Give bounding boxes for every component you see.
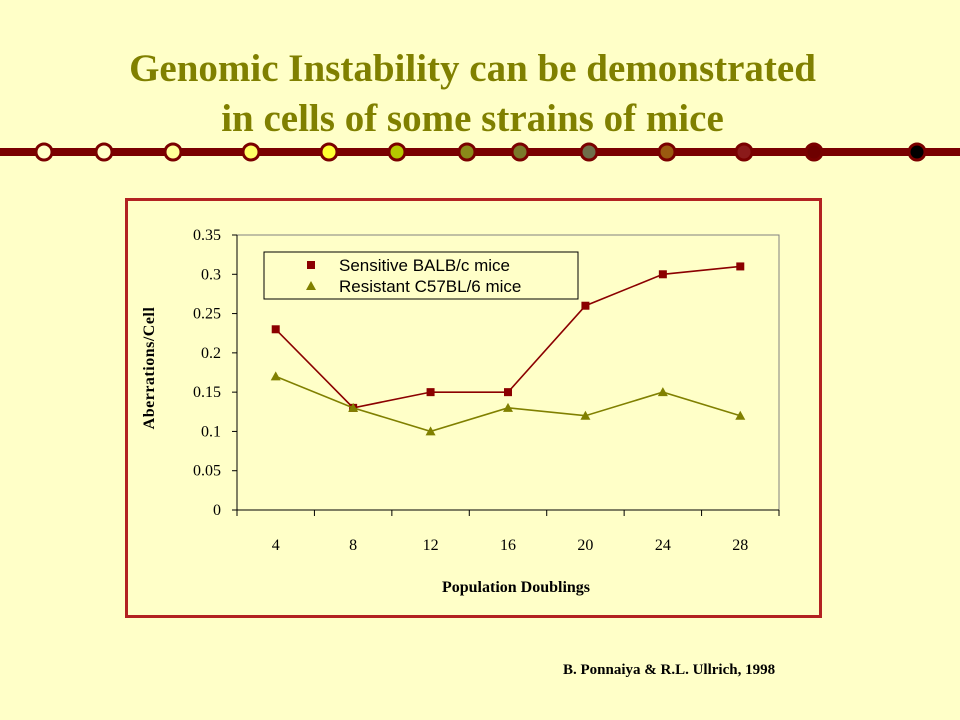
rule-dot (319, 142, 339, 162)
data-point-square (271, 325, 280, 334)
y-tick-label: 0 (213, 502, 221, 519)
data-point-triangle (735, 410, 746, 420)
data-point-square (736, 262, 745, 271)
citation: B. Ponnaiya & R.L. Ullrich, 1998 (563, 662, 776, 678)
rule-dot (241, 142, 261, 162)
x-tick-label: 20 (577, 537, 593, 554)
y-tick-label: 0.2 (201, 345, 221, 362)
data-point-triangle (503, 402, 513, 412)
y-tick-label: 0.3 (201, 266, 221, 283)
x-tick-label: 24 (655, 537, 671, 554)
y-tick-label: 0.15 (193, 384, 221, 401)
data-point-square (504, 388, 512, 397)
legend-label: Resistant C57BL/6 mice (339, 277, 521, 296)
data-point-triangle (580, 410, 591, 420)
rule-dot (457, 142, 477, 162)
data-point-square (658, 270, 667, 279)
x-axis-label: Population Doublings (442, 579, 590, 596)
legend-box (263, 251, 579, 300)
decorative-dot-rule (0, 142, 960, 162)
title-line-2: in cells of some strains of mice (221, 97, 724, 140)
data-point-triangle (270, 371, 281, 381)
slide-title: Genomic Instability can be demonstrated … (0, 44, 945, 144)
data-point-triangle (425, 426, 436, 436)
data-point-square (426, 388, 435, 397)
x-tick-label: 4 (272, 537, 280, 554)
rule-dot (387, 142, 407, 162)
x-tick-label: 8 (349, 537, 357, 554)
y-tick-label: 0.25 (193, 306, 221, 323)
legend-label: Sensitive BALB/c mice (339, 256, 510, 275)
rule-dot (907, 142, 927, 162)
legend-marker-square (307, 261, 315, 269)
x-tick-label: 16 (500, 537, 516, 554)
x-tick-label: 28 (732, 537, 748, 554)
y-tick-label: 0.35 (193, 227, 221, 244)
x-tick-label: 12 (423, 537, 439, 554)
data-point-triangle (657, 387, 668, 397)
rule-dot (579, 142, 599, 162)
rule-dot (510, 142, 530, 162)
data-point-square (581, 301, 590, 310)
title-line-1: Genomic Instability can be demonstrated (129, 47, 816, 90)
rule-dot (34, 142, 54, 162)
legend-marker-triangle (306, 281, 316, 290)
y-tick-label: 0.1 (201, 423, 221, 440)
rule-dot (804, 142, 824, 162)
y-axis-label: Aberrations/Cell (141, 307, 158, 430)
rule-dot (657, 142, 677, 162)
rule-dot (94, 142, 114, 162)
data-point-triangle (348, 402, 359, 412)
y-tick-label: 0.05 (193, 463, 221, 480)
rule-dot (163, 142, 183, 162)
rule-dot (734, 142, 754, 162)
